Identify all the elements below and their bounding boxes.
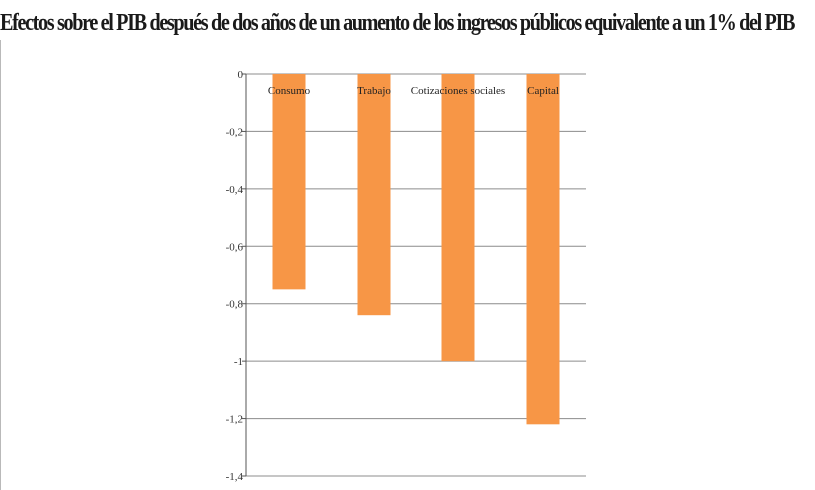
category-label: Cotizaciones sociales [411,85,505,97]
bar [526,74,560,425]
bar [441,74,475,362]
left-border-line [0,40,1,490]
y-tick-label: -0,2 [226,126,243,138]
bar [272,74,306,290]
category-labels: Consumo Trabajo Cotizaciones sociales Capit… [268,85,559,97]
y-tick-label: -0,8 [226,299,244,311]
y-tick-label: 0 [238,69,244,81]
y-tick-label: -1,2 [226,414,243,426]
y-tick-label: -0,6 [226,241,244,253]
chart-title: Efectos sobre el PIB después de dos años… [0,10,795,36]
y-axis-ticks: 0 -0,2 -0,4 -0,6 -0,8 -1 -1,2 -1,4 [226,69,246,483]
bar [357,74,391,316]
category-label: Capital [527,85,559,97]
category-label: Trabajo [357,85,391,97]
y-tick-label: -1,4 [226,471,244,483]
bars [272,74,560,425]
y-tick-label: -0,4 [226,184,244,196]
y-tick-label: -1 [234,356,243,368]
category-label: Consumo [268,85,311,97]
